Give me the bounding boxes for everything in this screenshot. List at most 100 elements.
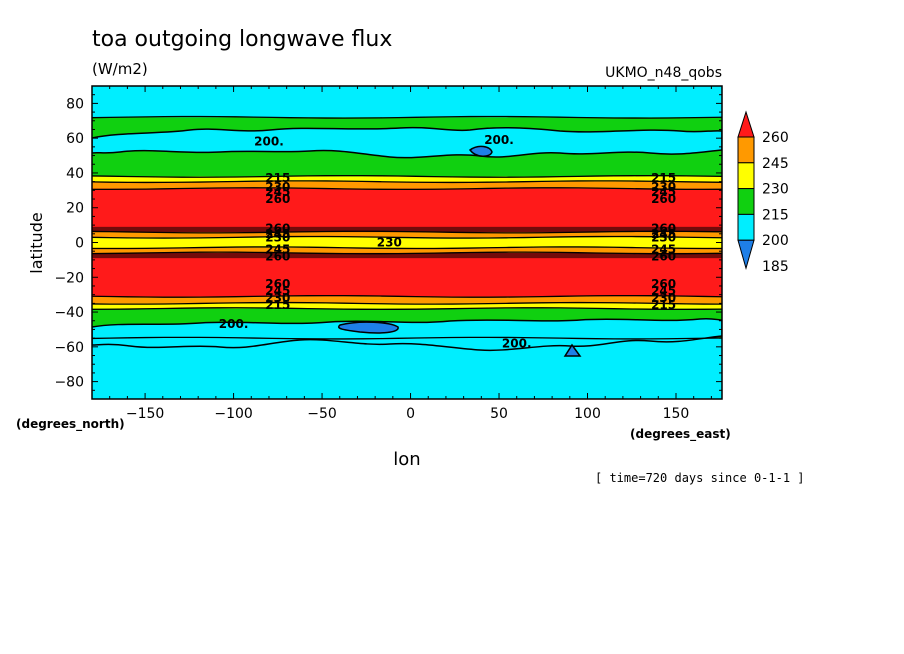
- band-7: [92, 195, 722, 202]
- contour-line-17: [92, 301, 722, 305]
- contour-line-5: [92, 187, 722, 191]
- colorbar-swatch-4: [737, 136, 755, 164]
- contour-label-5: 260: [265, 192, 290, 206]
- y-axis: 80 60 40 20 0 −20 −40 −60 −80: [54, 85, 722, 400]
- contour-label-23: 230: [265, 291, 290, 305]
- band-8: [92, 200, 722, 228]
- contour-label-14: 245: [651, 227, 676, 241]
- contour-label-26: 245: [651, 284, 676, 298]
- colorbar-label: 260: [762, 130, 789, 146]
- contour-label-13: 260: [651, 222, 676, 236]
- contour-label-6: 215: [651, 171, 676, 185]
- contour-labels: 200. 200.21523024526021523024526026024523…: [219, 133, 676, 350]
- y-unit-label: (degrees_north): [16, 417, 125, 432]
- band-4: [92, 176, 722, 183]
- dataset-label: UKMO_n48_qobs: [605, 65, 722, 81]
- y-tick-label: 20: [66, 201, 84, 217]
- contour-lines: [92, 115, 722, 340]
- contour-label-25: 260: [651, 277, 676, 291]
- x-tick-label: 0: [406, 406, 415, 422]
- contour-label-19: 245: [651, 242, 676, 256]
- contour-label-7: 230: [651, 180, 676, 194]
- band-0: [92, 86, 722, 118]
- y-tick-label: 0: [75, 236, 84, 252]
- x-tick-label: −150: [126, 406, 164, 422]
- contour-label-17: 245: [265, 242, 290, 256]
- colorbar-swatch-3: [737, 162, 755, 190]
- contour-label-27: 230: [651, 291, 676, 305]
- contour-label-9: 260: [651, 192, 676, 206]
- contour-label-8: 245: [651, 185, 676, 199]
- contour-label-20: 260: [651, 249, 676, 263]
- x-tick-label: 150: [663, 406, 690, 422]
- contour-label-15: 230: [651, 230, 676, 244]
- contour-line-4: [92, 180, 722, 184]
- contour-patch-north-1: [92, 126, 722, 159]
- band-5: [92, 181, 722, 190]
- dense-contour-band-0: [92, 226, 722, 233]
- contour-line-19: [92, 336, 722, 340]
- band-18: [92, 303, 722, 310]
- contour-patch-north-2: [468, 145, 493, 157]
- contour-line-3: [92, 174, 722, 178]
- y-axis-label: latitude: [27, 212, 46, 273]
- contour-patch-south-1: [92, 317, 722, 352]
- contour-line-10: [92, 235, 722, 239]
- y-tick-label: 80: [66, 96, 84, 112]
- colorbar-label: 230: [762, 182, 789, 198]
- x-tick-label: −50: [307, 406, 337, 422]
- contour-line-0: [92, 115, 722, 119]
- contour-patch-south-3: [338, 321, 399, 334]
- colorbar-label: 215: [762, 207, 789, 223]
- y-tick-label: −20: [54, 270, 84, 286]
- colorbar-label: 200: [762, 233, 789, 249]
- y-tick-label: −60: [54, 340, 84, 356]
- contour-label-28: 215: [651, 298, 676, 312]
- x-tick-label: 100: [574, 406, 601, 422]
- contour-islands: [92, 126, 722, 357]
- contour-label-24: 215: [265, 298, 290, 312]
- y-tick-label: −40: [54, 305, 84, 321]
- band-15: [92, 282, 722, 290]
- contour-label-12: 230: [265, 230, 290, 244]
- band-3: [92, 164, 722, 177]
- band-14: [92, 258, 722, 283]
- dense-contour-band-1: [92, 252, 722, 259]
- units-label: (W/m2): [92, 60, 148, 78]
- contour-label-18: 260: [265, 249, 290, 263]
- contour-label-21: 260: [265, 277, 290, 291]
- y-tick-label: −80: [54, 375, 84, 391]
- colorbar-label: 185: [762, 259, 789, 275]
- x-axis-label: lon: [393, 449, 420, 470]
- contour-label-22: 245: [265, 284, 290, 298]
- contour-label-11: 245: [265, 227, 290, 241]
- contour-label-4: 245: [265, 185, 290, 199]
- contour-label-2: 215: [265, 171, 290, 185]
- band-16: [92, 289, 722, 297]
- colorbar-swatch-1: [737, 213, 755, 241]
- contour-label-1: 200.: [484, 133, 514, 147]
- chart-title: toa outgoing longwave flux: [92, 27, 392, 52]
- x-tick-label: −100: [214, 406, 252, 422]
- band-17: [92, 296, 722, 304]
- band-10: [92, 232, 722, 238]
- contour-label-30: 200.: [502, 336, 532, 350]
- band-12: [92, 247, 722, 254]
- contour-line-11: [92, 246, 722, 250]
- contour-label-16: 230: [377, 236, 402, 250]
- contour-label-10: 260: [265, 222, 290, 236]
- contour-line-16: [92, 294, 722, 298]
- x-tick-label: 50: [490, 406, 508, 422]
- colorbar-extend-max: [737, 110, 755, 138]
- colorbar-extend-min: [737, 239, 755, 271]
- colorbar: 260 245 230 215 200 185: [737, 110, 789, 275]
- colorbar-label: 245: [762, 156, 789, 172]
- contour-label-29: 200.: [219, 317, 249, 331]
- time-label: [ time=720 days since 0-1-1 ]: [595, 471, 805, 485]
- band-6: [92, 188, 722, 197]
- band-11: [92, 237, 722, 249]
- x-axis: −150 −100 −50 0 50 100 150: [91, 86, 712, 422]
- contour-line-18: [92, 307, 722, 311]
- colorbar-swatch-2: [737, 188, 755, 215]
